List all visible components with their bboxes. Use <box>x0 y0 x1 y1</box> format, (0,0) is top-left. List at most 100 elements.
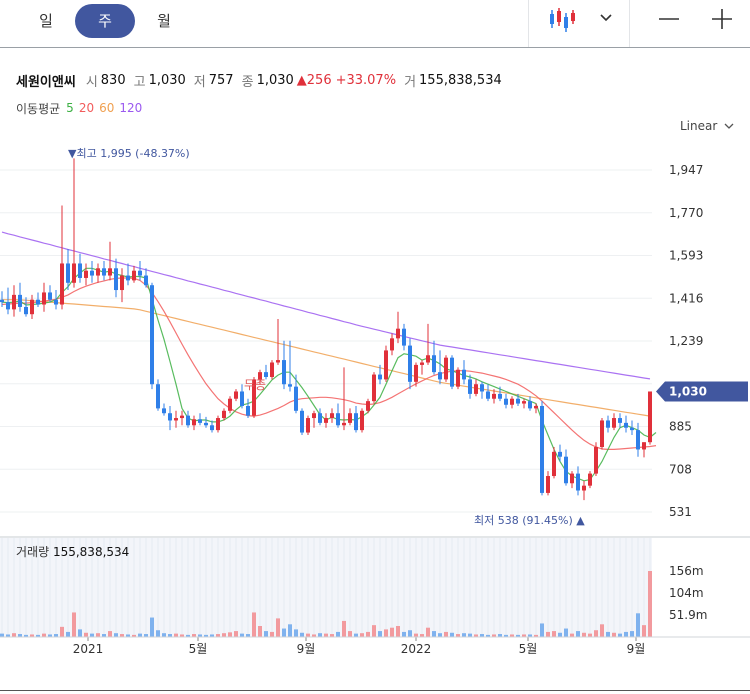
volume-bar <box>594 630 598 637</box>
volume-bar <box>264 631 268 637</box>
candle-body <box>330 413 334 419</box>
candle-body <box>312 413 316 419</box>
volume-bar <box>186 634 190 637</box>
candle <box>312 410 316 428</box>
volume-bar <box>468 633 472 637</box>
candle <box>510 396 514 409</box>
volume-bar <box>306 633 310 637</box>
candle-body <box>594 447 598 474</box>
candle-body <box>606 420 610 428</box>
volume-bar <box>336 631 340 637</box>
candle-body <box>276 360 280 363</box>
candle-body <box>474 384 478 394</box>
candle <box>588 471 592 489</box>
candle <box>12 285 16 317</box>
volume-bar <box>210 634 214 637</box>
close-value: 1,030 <box>256 72 294 88</box>
candle <box>240 384 244 409</box>
candle <box>570 471 574 489</box>
candle <box>450 355 454 390</box>
candle-body <box>414 364 418 382</box>
volume-bar <box>54 634 58 637</box>
period-tab-week[interactable]: 주 <box>75 4 135 38</box>
candle-body <box>258 372 262 380</box>
volume-bar <box>174 633 178 637</box>
volume-bar <box>504 634 508 637</box>
candle-body <box>210 425 214 431</box>
price-tick-label: 1,593 <box>669 249 703 263</box>
ma20-line <box>1 277 657 450</box>
candle <box>48 285 52 303</box>
candle <box>624 415 628 433</box>
candle <box>120 268 124 303</box>
volume-bar <box>636 613 640 637</box>
volume-bar <box>372 625 376 637</box>
candle <box>462 360 466 385</box>
candle-body <box>246 405 250 416</box>
volume-bar <box>582 632 586 637</box>
candle <box>174 410 178 428</box>
open-label: 시 <box>85 74 98 90</box>
volume-bar <box>204 634 208 637</box>
volume-bar <box>642 625 646 637</box>
volume-bar <box>108 631 112 637</box>
candle <box>348 408 352 426</box>
low-label: 저 <box>193 74 206 90</box>
volume-bar <box>366 631 370 637</box>
chevron-down-icon[interactable] <box>596 6 616 30</box>
candle-body <box>618 418 622 423</box>
candle-body <box>114 268 118 291</box>
candle <box>504 393 508 409</box>
candle <box>648 391 652 445</box>
volume-bar <box>378 631 382 637</box>
candle-body <box>240 391 244 406</box>
volume-bar <box>138 633 142 637</box>
volume-bar <box>330 634 334 637</box>
volume-bar <box>498 634 502 637</box>
x-tick-label: 2021 <box>73 642 104 656</box>
volume-bar <box>120 634 124 637</box>
volume-bar <box>252 612 256 637</box>
low-annotation: 최저 538 (91.45%) ▲ <box>474 514 585 527</box>
candle-body <box>30 299 34 315</box>
candle-body <box>102 268 106 276</box>
candle <box>162 403 166 416</box>
candle <box>72 158 76 288</box>
candle-body <box>78 263 82 278</box>
candle <box>444 355 448 382</box>
candle-body <box>396 328 400 339</box>
minus-icon[interactable] <box>656 8 682 30</box>
candle <box>360 408 364 433</box>
candlestick-icon[interactable] <box>548 6 578 34</box>
candle <box>438 350 442 385</box>
volume-bar <box>300 632 304 637</box>
candle-body <box>234 391 238 399</box>
volume-bar <box>6 634 10 637</box>
candle <box>192 415 196 431</box>
candle-body <box>348 413 352 423</box>
volume-bar <box>168 634 172 637</box>
volume-bar <box>222 633 226 637</box>
candle <box>114 258 118 298</box>
period-tab-month[interactable]: 월 <box>157 12 171 30</box>
volume-bar <box>48 634 52 637</box>
candle <box>516 393 520 406</box>
scale-mode-dropdown[interactable]: Linear <box>680 116 742 136</box>
candle-body <box>546 476 550 493</box>
candle <box>408 338 412 390</box>
candle-body <box>72 263 76 283</box>
candle-body <box>66 263 70 283</box>
price-tag-label: 1,030 <box>669 384 707 398</box>
candle <box>126 263 130 286</box>
candle <box>372 372 376 404</box>
plus-icon[interactable] <box>708 6 736 32</box>
price-volume-chart[interactable]: 1,947 1,770 1,593 1,416 1,239 885 708 531 ▼최고 1,… <box>0 136 750 690</box>
volume-bar <box>534 634 538 637</box>
current-price-tag: 1,030 <box>656 381 748 402</box>
volume-bar <box>462 633 466 637</box>
candle-body <box>516 398 520 404</box>
change-percent: +33.07% <box>335 72 397 88</box>
period-tab-day[interactable]: 일 <box>39 12 53 30</box>
candle <box>456 367 460 390</box>
x-tick-label: 5월 <box>519 642 538 656</box>
